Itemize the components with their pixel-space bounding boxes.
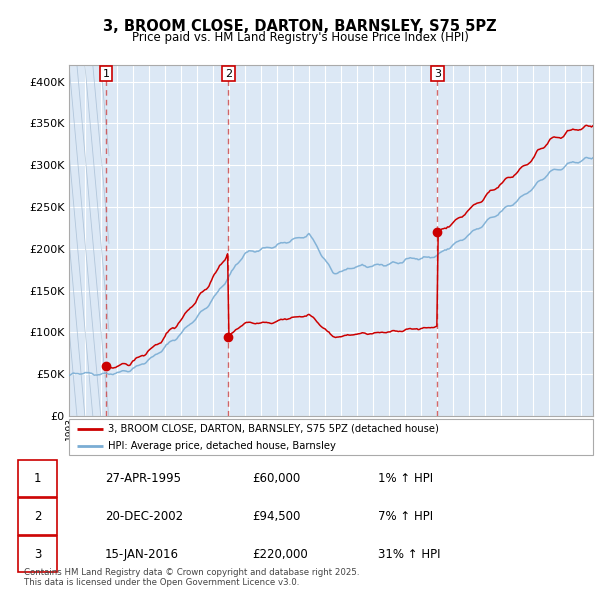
Text: 15-JAN-2016: 15-JAN-2016: [105, 548, 179, 560]
Text: Price paid vs. HM Land Registry's House Price Index (HPI): Price paid vs. HM Land Registry's House …: [131, 31, 469, 44]
Text: 3: 3: [434, 68, 441, 78]
Text: 20-DEC-2002: 20-DEC-2002: [105, 510, 183, 523]
Text: 1: 1: [103, 68, 110, 78]
Text: 31% ↑ HPI: 31% ↑ HPI: [378, 548, 440, 560]
Text: 2: 2: [225, 68, 232, 78]
Text: 3, BROOM CLOSE, DARTON, BARNSLEY, S75 5PZ (detached house): 3, BROOM CLOSE, DARTON, BARNSLEY, S75 5P…: [108, 424, 439, 434]
Text: Contains HM Land Registry data © Crown copyright and database right 2025.
This d: Contains HM Land Registry data © Crown c…: [24, 568, 359, 587]
Text: 7% ↑ HPI: 7% ↑ HPI: [378, 510, 433, 523]
Text: 27-APR-1995: 27-APR-1995: [105, 472, 181, 485]
Text: 3: 3: [34, 548, 41, 560]
Text: £60,000: £60,000: [252, 472, 300, 485]
Text: 1% ↑ HPI: 1% ↑ HPI: [378, 472, 433, 485]
Text: 2: 2: [34, 510, 41, 523]
Text: 3, BROOM CLOSE, DARTON, BARNSLEY, S75 5PZ: 3, BROOM CLOSE, DARTON, BARNSLEY, S75 5P…: [103, 19, 497, 34]
Text: £220,000: £220,000: [252, 548, 308, 560]
Text: £94,500: £94,500: [252, 510, 301, 523]
Text: 1: 1: [34, 472, 41, 485]
Text: HPI: Average price, detached house, Barnsley: HPI: Average price, detached house, Barn…: [108, 441, 336, 451]
